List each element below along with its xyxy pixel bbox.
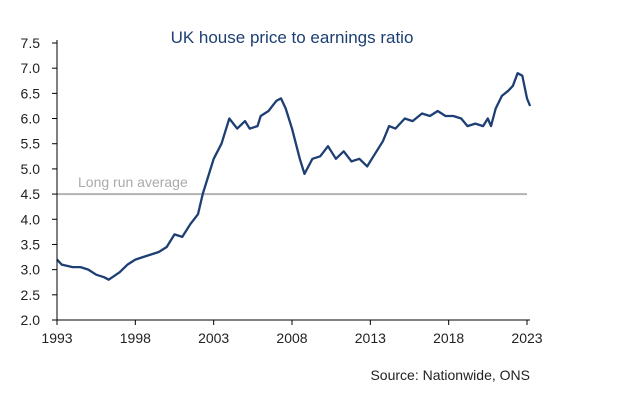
x-tick-label: 2023 <box>511 330 542 346</box>
y-tick-label: 3.0 <box>21 262 41 278</box>
y-tick-label: 6.5 <box>21 85 41 101</box>
x-tick-label: 2003 <box>198 330 229 346</box>
x-tick-label: 1998 <box>120 330 151 346</box>
series-line <box>56 72 532 281</box>
y-tick-label: 5.5 <box>21 136 41 152</box>
y-tick-label: 6.0 <box>21 111 41 127</box>
y-tick-label: 7.0 <box>21 60 41 76</box>
x-tick-label: 2018 <box>433 330 464 346</box>
y-tick-label: 4.5 <box>21 186 41 202</box>
x-tick-label: 2013 <box>355 330 386 346</box>
chart-title: UK house price to earnings ratio <box>171 28 414 47</box>
x-tick-label: 2008 <box>276 330 307 346</box>
source-note: Source: Nationwide, ONS <box>370 367 530 383</box>
y-tick-label: 5.0 <box>21 161 41 177</box>
y-tick-label: 2.5 <box>21 287 41 303</box>
y-tick-label: 4.0 <box>21 211 41 227</box>
y-tick-label: 3.5 <box>21 236 41 252</box>
reference-line-label: Long run average <box>78 174 188 190</box>
y-tick-label: 7.5 <box>21 35 41 51</box>
y-tick-label: 2.0 <box>21 312 41 328</box>
x-tick-label: 1993 <box>41 330 72 346</box>
